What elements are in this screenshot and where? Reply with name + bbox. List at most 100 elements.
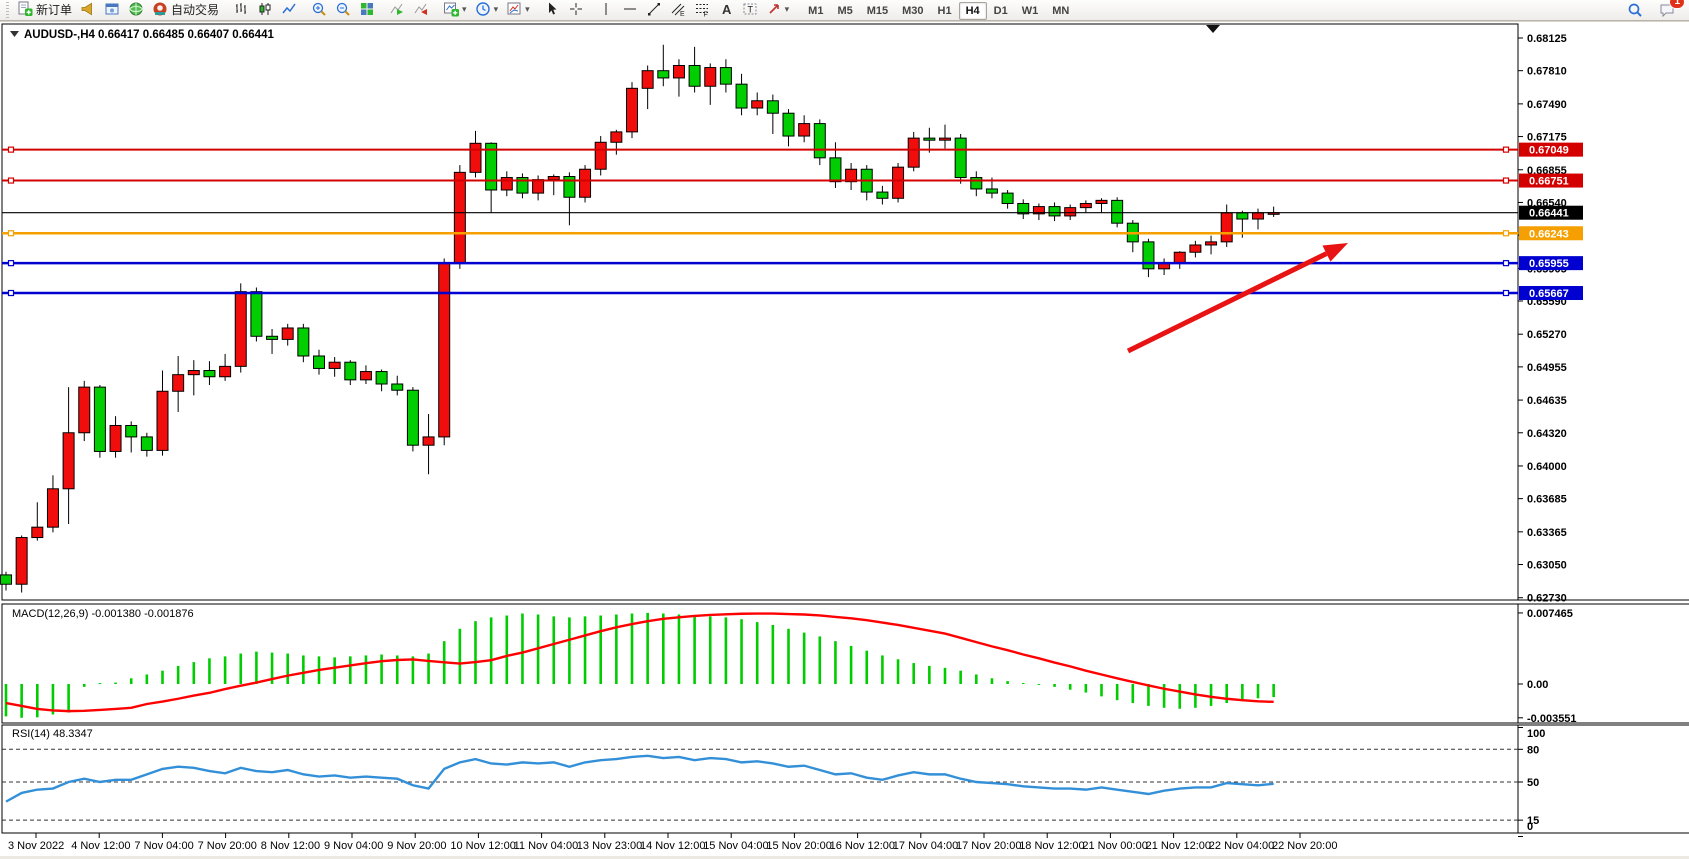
line-handle[interactable] (7, 230, 15, 237)
price-tick-label: 0.67175 (1527, 132, 1567, 144)
candle-bear (813, 123, 826, 159)
crosshair-icon (568, 1, 584, 17)
auto-trading-button[interactable]: 自动交易 (148, 0, 223, 20)
channel-button[interactable]: E (666, 0, 690, 20)
candle-bear (1001, 192, 1014, 204)
timeframe-m1-button[interactable]: M1 (808, 5, 824, 17)
candle-bull (62, 432, 75, 490)
candle-bear (923, 137, 936, 141)
date-label: 21 Nov 00:00 (1082, 840, 1147, 852)
candle-bear (203, 370, 216, 378)
globe-icon (128, 1, 144, 17)
candle-bull (1079, 202, 1092, 209)
rsi-pane-border (1, 724, 1519, 834)
bar-chart-button[interactable] (229, 0, 253, 20)
label-button[interactable]: T (738, 0, 762, 20)
svg-text:A: A (722, 2, 732, 17)
signals-button[interactable] (124, 0, 148, 20)
svg-text:E: E (680, 11, 685, 17)
candle-bear (1236, 212, 1249, 220)
periods-button[interactable]: ▾ (471, 0, 503, 20)
date-label: 22 Nov 04:00 (1209, 840, 1274, 852)
line-chart-button[interactable] (277, 0, 301, 20)
horizontal-line-button[interactable] (618, 0, 642, 20)
candle-bull (78, 386, 91, 434)
candle-bear (782, 112, 795, 137)
timeframe-d1-button[interactable]: D1 (993, 5, 1008, 17)
candle-bear (140, 436, 153, 451)
line-handle[interactable] (7, 260, 15, 267)
line-handle[interactable] (7, 146, 15, 153)
timeframe-h4-button[interactable]: H4 (958, 2, 987, 20)
templates-button[interactable]: ▾ (502, 0, 534, 20)
candle-chart-icon (257, 1, 273, 17)
timeframe-mn-button[interactable]: MN (1052, 5, 1070, 17)
timeframe-m15-button[interactable]: M15 (866, 5, 889, 17)
line-handle[interactable] (1502, 260, 1510, 267)
timeframe-w1-button[interactable]: W1 (1021, 5, 1039, 17)
text-button[interactable]: A (714, 0, 738, 20)
cursor-button[interactable] (540, 0, 564, 20)
candle-bull (15, 537, 28, 585)
arrows-button[interactable]: ▾ (762, 0, 794, 20)
vertical-line-button[interactable] (594, 0, 618, 20)
candle-bear (954, 137, 967, 179)
annotation-arrow-head[interactable] (1322, 243, 1348, 262)
news-button[interactable] (76, 0, 100, 20)
line-handle[interactable] (1502, 177, 1510, 184)
price-axis[interactable]: 0.681250.678100.674900.671750.668550.665… (1518, 33, 1583, 837)
chart-title-group: AUDUSD-,H4 0.66417 0.66485 0.66407 0.6644… (10, 29, 274, 41)
rsi-label: RSI(14) 48.3347 (12, 728, 93, 740)
date-label: 16 Nov 12:00 (830, 840, 895, 852)
chart-title: AUDUSD-,H4 (24, 29, 96, 41)
symbol-dropdown-icon[interactable] (10, 31, 19, 37)
chevron-down-icon: ▾ (784, 4, 790, 14)
candle-bull (31, 526, 44, 539)
date-axis[interactable]: 3 Nov 2022 4 Nov 12:00 7 Nov 04:00 7 Nov 20… (8, 833, 1337, 852)
auto-scroll-button[interactable] (385, 0, 409, 20)
search-button[interactable] (1623, 0, 1647, 21)
market-watch-button[interactable] (100, 0, 124, 20)
crosshair-button[interactable] (564, 0, 588, 20)
auto-trading-button-label: 自动交易 (171, 2, 220, 17)
line-handle[interactable] (7, 289, 15, 297)
vertical-line-icon (598, 1, 614, 17)
date-label: 3 Nov 2022 (8, 840, 64, 852)
macd-pane[interactable]: MACD(12,26,9) -0.001380 -0.001876 (1, 603, 1519, 724)
chat-button[interactable]: 1 (1655, 0, 1685, 21)
timeframe-m5-button[interactable]: M5 (837, 5, 853, 17)
price-badge-label: 0.67049 (1529, 145, 1569, 157)
rsi-pane[interactable]: RSI(14) 48.3347 (1, 724, 1519, 834)
timeframe-m30-button[interactable]: M30 (902, 5, 924, 17)
line-handle[interactable] (7, 177, 15, 184)
chart-shift-button[interactable] (409, 0, 433, 20)
line-handle[interactable] (1502, 230, 1510, 237)
trendline-button[interactable] (642, 0, 666, 20)
fibonacci-button[interactable]: F (690, 0, 714, 20)
new-chart-button[interactable]: ▾ (439, 0, 471, 20)
candle-bull (939, 137, 951, 141)
line-handle[interactable] (1502, 289, 1510, 297)
tile-windows-button[interactable] (355, 0, 379, 20)
new-order-button[interactable]: 新订单 (13, 0, 76, 20)
price-badge-label: 0.66441 (1529, 208, 1569, 220)
candle-chart-button[interactable] (253, 0, 277, 20)
chart-shift-marker[interactable] (1206, 25, 1220, 33)
candle-bull (438, 262, 451, 438)
price-tick-label: 0.64635 (1527, 395, 1567, 407)
zoom-out-button[interactable] (331, 0, 355, 20)
main-price-pane[interactable]: AUDUSD-,H4 0.66417 0.66485 0.66407 0.6644… (0, 23, 1519, 601)
timeframe-h1-button[interactable]: H1 (937, 5, 952, 17)
price-tick-label: 0.67810 (1527, 66, 1567, 78)
line-handle[interactable] (1502, 146, 1510, 153)
annotation-arrow-shaft[interactable] (1126, 251, 1328, 354)
zoom-in-button[interactable] (307, 0, 331, 20)
candle-bear (516, 177, 529, 194)
rsi-axis-label: 80 (1527, 744, 1539, 756)
candle-bull (1220, 212, 1233, 243)
candle-bear (657, 70, 670, 79)
new-order-icon (17, 1, 33, 17)
candle-bull (422, 436, 435, 446)
price-tick-label: 0.64955 (1527, 362, 1567, 374)
